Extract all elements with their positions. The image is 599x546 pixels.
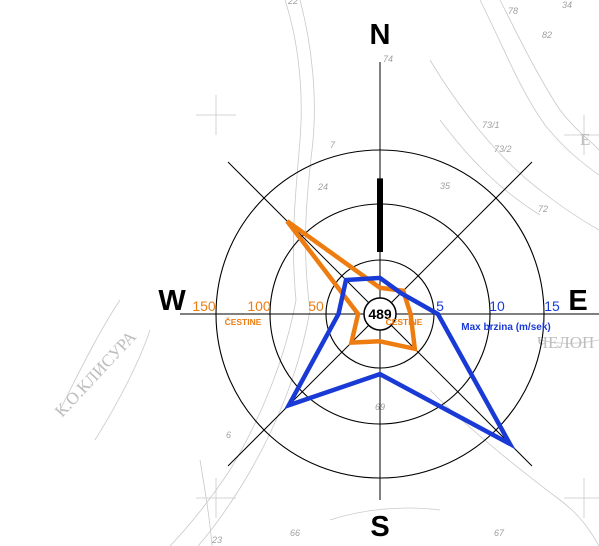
unit-label-cestine-center: ČESTINE [386,316,423,327]
tick-blue-5: 5 [436,298,444,314]
tick-blue-15: 15 [544,298,560,314]
map-label-23: 23 [211,535,222,545]
tick-orange-100: 100 [247,298,271,314]
map-label-82: 82 [542,30,552,40]
unit-label-cestine-left: ČESTINE [225,316,262,327]
map-label-24: 24 [317,182,328,192]
center-circle [363,297,397,331]
direction-label-north: N [370,19,391,51]
series-polygon-cestine [285,219,418,352]
map-label-72: 72 [538,204,548,214]
map-label-732: 73/2 [494,144,512,154]
map-label-731: 73/1 [482,120,500,130]
direction-label-east: E [568,285,587,317]
map-label-34: 34 [562,0,572,10]
map-label-7: 7 [330,140,336,150]
tick-orange-50: 50 [308,298,324,314]
tick-blue-10: 10 [489,298,505,314]
map-label-6: 6 [226,430,231,440]
map-label-35: 35 [440,181,451,191]
center-value: 489 [368,306,392,322]
map-label-22: 22 [287,0,298,6]
map-label-67: 67 [494,528,505,538]
map-label-74: 74 [383,54,393,64]
series-polygon-max-brzina [284,275,516,450]
map-label-78: 78 [508,6,518,16]
tick-orange-150: 150 [192,298,216,314]
background-map [59,0,599,546]
map-label-celop: ЧЕЛОП [537,333,594,352]
direction-label-south: S [370,511,389,543]
map-label-e: Е [580,130,590,149]
unit-label-max-brzina: Max brzina (m/sek) [461,322,550,333]
direction-label-west: W [158,285,186,317]
map-label-66: 66 [290,528,300,538]
